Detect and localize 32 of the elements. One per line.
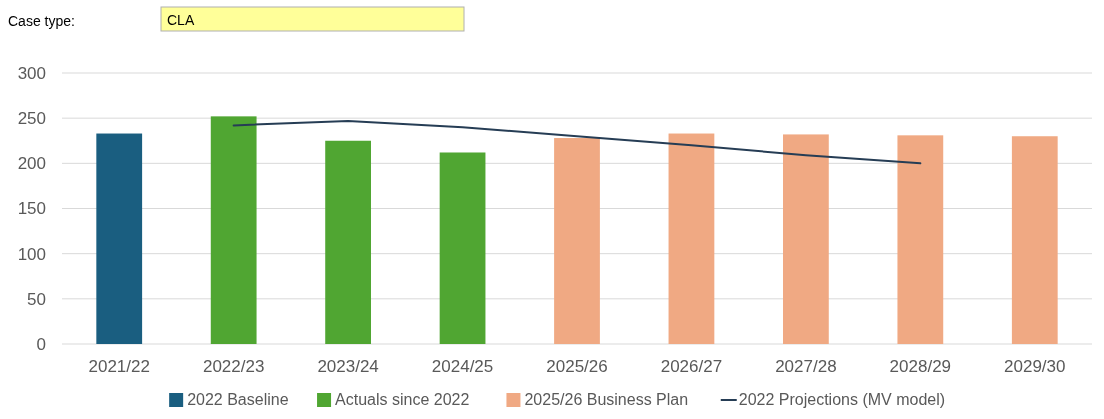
x-tick-label: 2028/29 <box>889 357 952 376</box>
y-tick-label: 150 <box>17 199 46 219</box>
y-tick-label: 100 <box>17 244 46 264</box>
bar <box>783 134 829 344</box>
legend-label: 2022 Projections (MV model) <box>738 391 946 408</box>
y-tick-label: 300 <box>17 63 46 83</box>
y-tick-label: 50 <box>27 289 46 309</box>
y-tick-label: 200 <box>17 154 46 174</box>
bar <box>554 138 600 344</box>
bar <box>96 133 143 344</box>
bar <box>210 116 257 344</box>
legend-label: 2025/26 Business Plan <box>524 391 689 408</box>
line-series <box>232 119 922 165</box>
bar <box>1011 136 1058 344</box>
bar <box>325 140 371 344</box>
x-tick-label: 2023/24 <box>317 357 379 376</box>
y-tick-label: 0 <box>36 334 46 354</box>
x-tick-label: 2021/22 <box>88 357 150 376</box>
y-tick-label: 250 <box>17 109 46 129</box>
x-tick-label: 2026/27 <box>660 357 723 376</box>
x-tick-label: 2024/25 <box>431 357 494 376</box>
text: CLA <box>167 12 195 28</box>
legend-label: Actuals since 2022 <box>335 391 470 408</box>
x-tick-label: 2027/28 <box>775 357 837 376</box>
legend-label: 2022 Baseline <box>187 391 289 408</box>
bar <box>439 152 486 344</box>
x-tick-label: 2025/26 <box>546 357 608 376</box>
bar <box>668 133 715 344</box>
text: Case type: <box>8 13 75 29</box>
bar <box>897 135 944 344</box>
x-tick-label: 2029/30 <box>1004 357 1066 376</box>
x-tick-label: 2022/23 <box>202 357 265 376</box>
